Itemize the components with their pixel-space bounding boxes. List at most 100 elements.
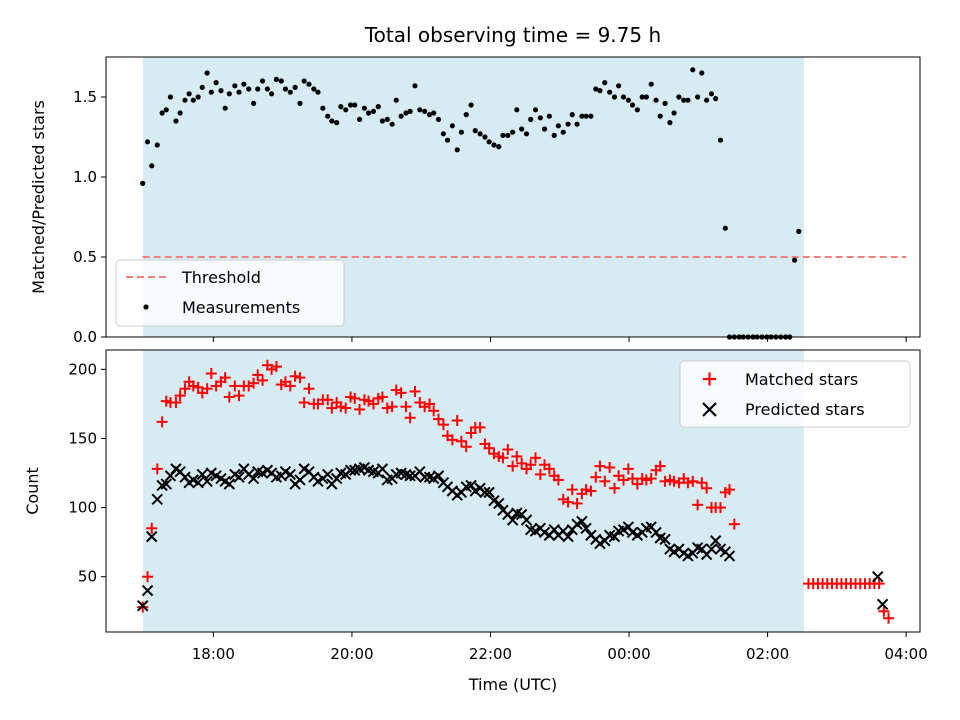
measurement-point (657, 113, 663, 119)
predicted-marker-b (205, 467, 218, 479)
predicted-marker-b (423, 471, 436, 483)
matched-star-marker (156, 416, 168, 428)
predicted-marker-b (279, 465, 292, 478)
measurement-point (282, 86, 289, 92)
measurement-point (713, 96, 719, 102)
measurement-point (435, 116, 442, 122)
measurement-point (653, 97, 659, 103)
matched-star-marker (566, 484, 578, 496)
matched-star-marker (219, 372, 231, 384)
legend-matched-label: Matched stars (745, 370, 858, 389)
measurement-point (583, 113, 589, 119)
matched-star-marker (298, 397, 310, 409)
predicted-marker-b (714, 543, 727, 555)
measurement-point (458, 129, 464, 135)
matched-star-marker (428, 405, 440, 417)
predicted-marker-b (872, 570, 884, 583)
matched-star-marker (534, 468, 546, 480)
predicted-marker-b (146, 530, 158, 543)
measurement-point (195, 94, 201, 100)
measurement-point (722, 225, 728, 231)
measurement-point (695, 94, 701, 100)
matched-star-marker (668, 475, 680, 487)
measurement-point (574, 121, 580, 127)
x-tick-label: 18:00 (192, 645, 235, 663)
matched-star-marker (516, 457, 528, 469)
measurement-point (246, 86, 252, 92)
measurement-point (167, 94, 174, 100)
x-tick-label: 20:00 (330, 645, 373, 663)
measurement-point (264, 86, 271, 92)
predicted-marker-b (321, 468, 334, 481)
bottom-y-tick-label: 100 (68, 499, 97, 517)
measurement-point (717, 137, 724, 143)
matched-star-marker (404, 412, 416, 424)
matched-star-marker (585, 485, 597, 497)
measurement-point (412, 83, 418, 89)
measurement-point (278, 78, 284, 84)
matched-star-marker (354, 403, 366, 415)
measurement-point (177, 110, 183, 116)
measurement-point (343, 107, 349, 113)
legend-measurements-label: Measurements (182, 298, 300, 317)
predicted-star-marker (432, 470, 445, 482)
measurement-point (320, 105, 326, 111)
matched-star-marker (205, 368, 217, 379)
measurement-point (287, 89, 293, 95)
measurement-point (681, 97, 687, 103)
predicted-marker-b (691, 541, 704, 554)
predicted-marker-b (659, 533, 671, 546)
matched-star-marker (192, 381, 204, 393)
matched-star-marker (409, 385, 421, 397)
predicted-marker-b (344, 464, 357, 476)
matched-star-marker (696, 477, 708, 489)
matched-star-marker (170, 397, 182, 409)
predicted-star-marker (233, 471, 245, 483)
matched-star-marker (497, 452, 509, 464)
measurement-point (625, 97, 631, 103)
matched-star-marker (640, 474, 652, 486)
predicted-marker-b (645, 521, 657, 533)
predicted-marker-b (876, 598, 889, 611)
matched-star-marker (142, 571, 154, 583)
bottom-y-ticks: 50 100 150 200 (68, 360, 106, 586)
measurement-point (537, 115, 543, 121)
measurement-point (208, 89, 214, 95)
matched-star-marker (201, 383, 213, 395)
bottom-y-tick-label: 150 (68, 429, 97, 447)
matched-star-marker (552, 474, 564, 486)
measurement-point (616, 83, 622, 89)
measurement-point (347, 102, 354, 108)
predicted-marker-b (418, 471, 431, 483)
measurement-point (523, 131, 530, 137)
legend-threshold-label: Threshold (181, 268, 261, 287)
predicted-marker-b (151, 493, 163, 506)
predicted-star-marker (506, 514, 519, 526)
measurement-point (259, 78, 266, 84)
measurement-point (236, 89, 242, 95)
measurement-point (182, 97, 188, 103)
predicted-star-marker (284, 468, 296, 481)
measurement-point (361, 105, 368, 111)
bottom-panel: 50 100 150 200 18:00 20:00 22:00 00:00 02:00 04:… (23, 349, 928, 694)
predicted-star-marker (137, 600, 149, 612)
measurement-point (329, 118, 335, 124)
predicted-star-marker (344, 464, 357, 476)
predicted-marker-b (515, 508, 528, 521)
matched-star-marker (335, 401, 347, 413)
matched-star-marker (580, 484, 592, 496)
matched-star-marker (376, 391, 388, 403)
predicted-star-marker (705, 543, 718, 555)
predicted-star-marker (483, 486, 495, 499)
measurement-point (154, 142, 160, 148)
matched-star-marker (511, 450, 523, 462)
measurement-point (163, 107, 169, 113)
measurement-point (607, 89, 613, 95)
matched-star-marker (386, 401, 398, 413)
top-y-tick-label: 0.0 (73, 328, 97, 346)
measurement-point (662, 100, 668, 106)
measurement-point (306, 81, 312, 87)
predicted-marker-b (723, 550, 736, 562)
predicted-marker-b (520, 514, 533, 526)
predicted-marker-b (196, 468, 209, 481)
